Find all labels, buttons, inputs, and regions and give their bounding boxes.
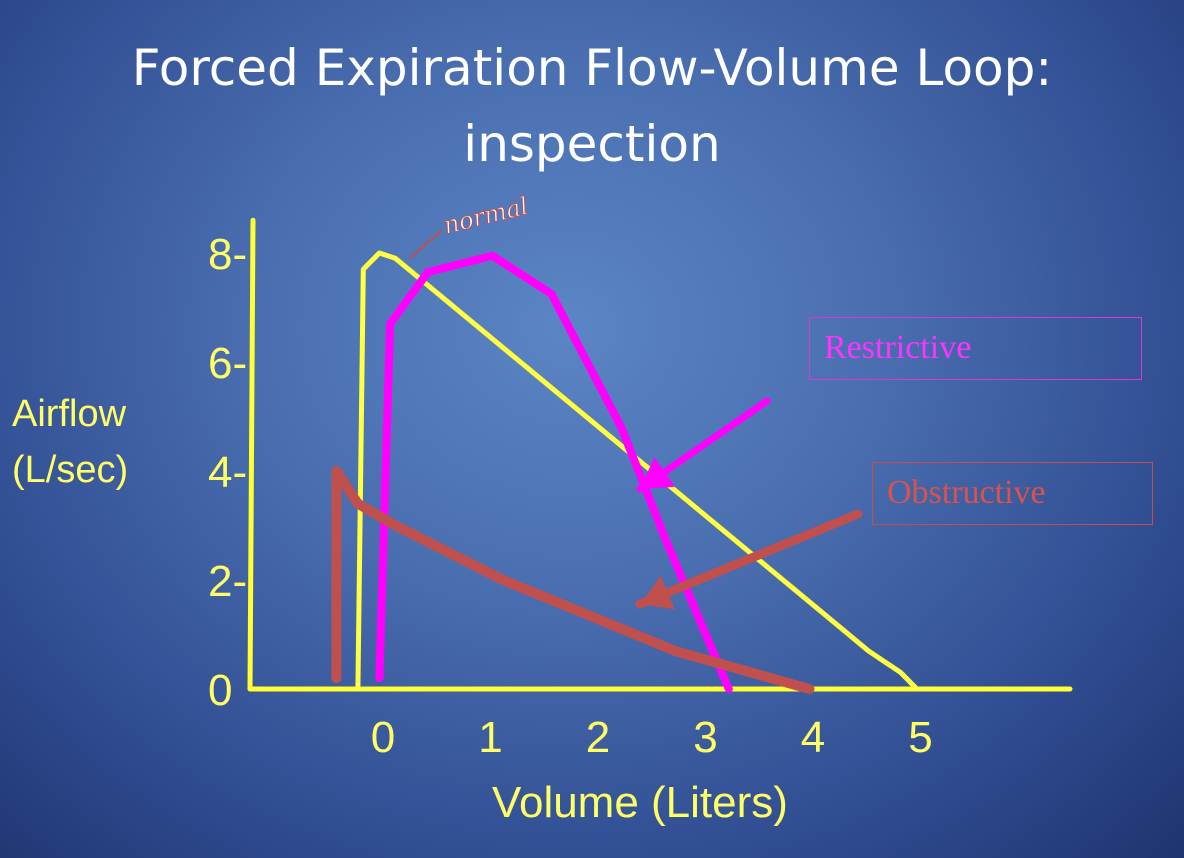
x-tick-label: 1 — [478, 713, 502, 762]
y-axis-line — [247, 217, 256, 692]
obstructive-curve — [331, 466, 815, 694]
x-tick-label: 0 — [371, 713, 395, 762]
obstructive-arrow-shaft — [635, 509, 863, 609]
y-tick-label: 4- — [208, 448, 247, 497]
slide-title-line1: Forced Expiration Flow-Volume Loop: — [131, 39, 1053, 97]
y-axis-label-line1: Airflow — [12, 393, 127, 435]
obstructive-callout: Obstructive — [872, 462, 1153, 525]
y-tick-label: 6- — [208, 339, 247, 388]
x-axis-label: Volume (Liters) — [492, 778, 788, 827]
x-tick-label: 2 — [586, 713, 610, 762]
normal-note-label: normal — [441, 192, 531, 240]
y-tick-label: 8- — [208, 230, 247, 279]
restrictive-curve — [375, 251, 733, 693]
x-tick-label: 5 — [908, 713, 932, 762]
restrictive-callout: Restrictive — [809, 317, 1142, 380]
y-tick-label: 2- — [208, 557, 247, 606]
obstructive-arrow-head — [640, 575, 675, 610]
slide-title: Forced Expiration Flow-Volume Loop: insp… — [0, 30, 1184, 182]
normal-curve — [355, 250, 920, 692]
y-axis-label-line2: (L/sec) — [12, 449, 129, 491]
normal-note-pointer — [409, 229, 443, 259]
x-tick-label: 4 — [801, 713, 825, 762]
x-tick-label: 3 — [693, 713, 717, 762]
slide-title-line2: inspection — [463, 115, 721, 173]
restrictive-arrow-head — [640, 457, 675, 489]
y-axis-label: Airflow (L/sec) — [12, 386, 172, 498]
y-tick-label: 0 — [208, 666, 232, 715]
